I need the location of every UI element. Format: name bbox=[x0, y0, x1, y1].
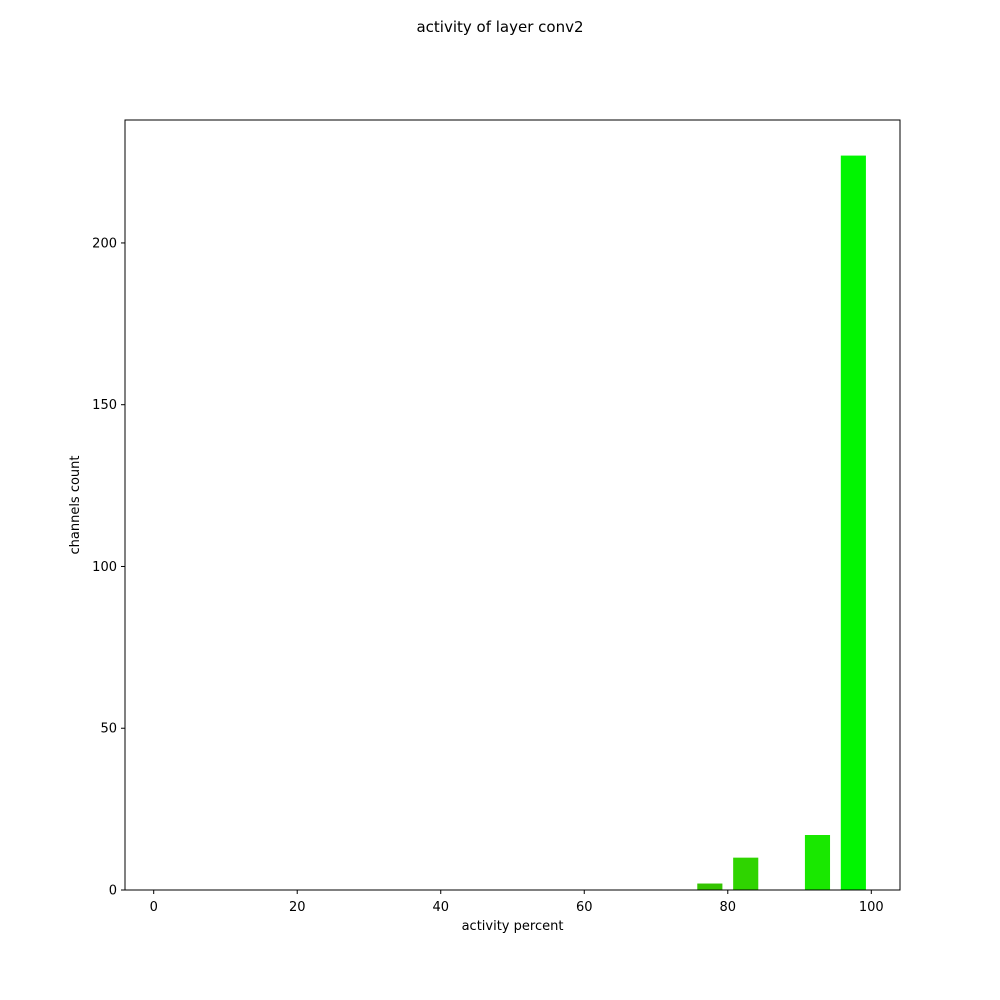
y-tick-label-2: 100 bbox=[92, 560, 117, 575]
y-axis: 0 50 100 150 200 bbox=[92, 236, 125, 899]
x-tick-label-4: 80 bbox=[720, 900, 737, 915]
x-axis-label: activity percent bbox=[462, 919, 564, 934]
bar-3 bbox=[840, 155, 866, 891]
bar-1 bbox=[733, 857, 759, 890]
x-tick-label-2: 40 bbox=[432, 900, 449, 915]
x-tick-label-0: 0 bbox=[150, 900, 158, 915]
bar-0 bbox=[697, 883, 723, 890]
y-tick-label-1: 50 bbox=[100, 722, 117, 737]
x-tick-label-3: 60 bbox=[576, 900, 593, 915]
bars-layer bbox=[697, 155, 866, 891]
y-axis-label: channels count bbox=[68, 455, 83, 554]
y-tick-label-4: 200 bbox=[92, 236, 117, 251]
y-tick-label-3: 150 bbox=[92, 398, 117, 413]
x-axis: 0 20 40 60 80 100 bbox=[150, 890, 884, 915]
chart-title: activity of layer conv2 bbox=[416, 18, 583, 36]
y-tick-label-0: 0 bbox=[109, 884, 117, 899]
plot-frame bbox=[124, 119, 901, 891]
x-tick-label-5: 100 bbox=[859, 900, 884, 915]
x-tick-label-1: 20 bbox=[289, 900, 306, 915]
bar-2 bbox=[804, 835, 831, 890]
